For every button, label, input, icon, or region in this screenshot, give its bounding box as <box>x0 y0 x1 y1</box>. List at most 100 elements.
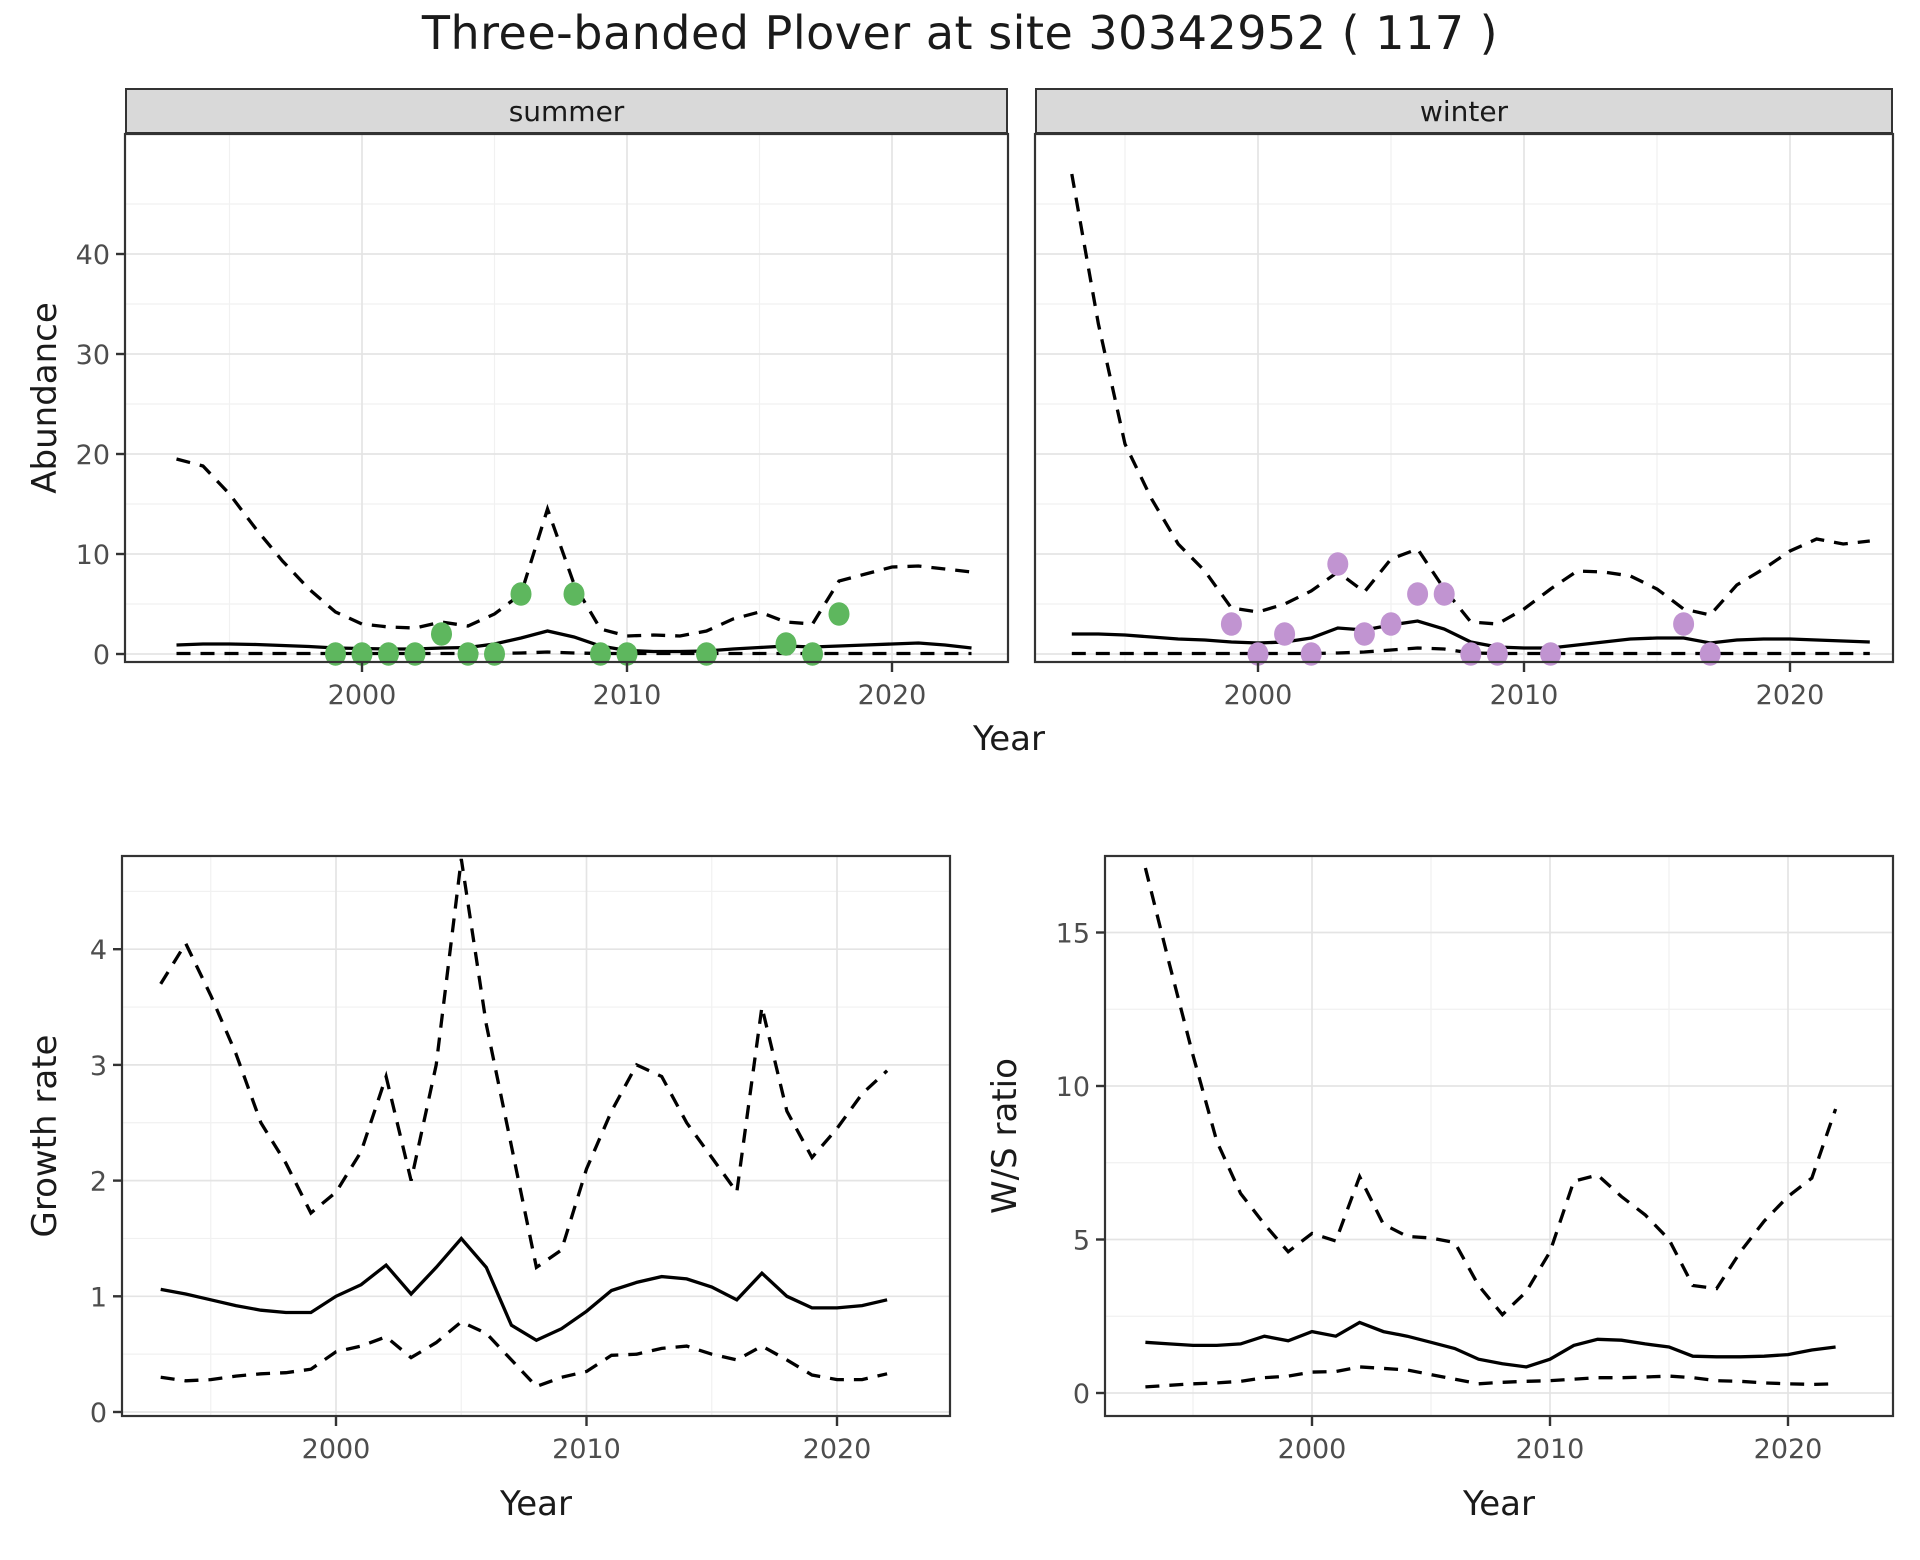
upper_95ci-line <box>176 457 972 638</box>
panel-background <box>1035 134 1893 662</box>
y-axis-title-ws-ratio: W/S ratio <box>985 1058 1025 1214</box>
y-tick-label: 5 <box>1073 1226 1090 1257</box>
observed-point <box>325 642 346 666</box>
observed_counts-points <box>1220 552 1721 666</box>
y-tick-label: 0 <box>93 640 110 671</box>
x-axis-title-growth-year: Year <box>499 1484 572 1524</box>
upper_95ci-line <box>1143 867 1838 1318</box>
observed-point <box>431 622 452 646</box>
facet-strip-summer: summer <box>125 88 1008 134</box>
observed-point <box>1380 612 1402 636</box>
observed-point <box>1353 622 1375 646</box>
facet-strip-summer-label: summer <box>508 94 625 128</box>
x-tick-label: 2020 <box>803 1434 872 1465</box>
observed-point <box>802 642 823 666</box>
y-tick-label: 1 <box>90 1282 107 1313</box>
observed-point <box>1407 582 1429 606</box>
observed-point <box>590 642 611 666</box>
lower_95ci-line <box>1071 646 1870 656</box>
x-axis-title-ws-year: Year <box>1462 1484 1535 1524</box>
observed-point <box>828 602 850 626</box>
lower_95ci-line <box>160 1319 888 1389</box>
observed-point <box>1300 642 1322 666</box>
observed-point <box>696 642 717 666</box>
y-tick-label: 10 <box>76 540 110 571</box>
upper_95ci-line <box>159 858 889 1271</box>
observed-point <box>510 582 532 606</box>
lower_95ci-line <box>1145 1365 1836 1389</box>
panel-abundance-winter: 2000 2010 2020 <box>1033 132 1895 711</box>
panel-background <box>125 134 1008 662</box>
chart-title: Three-banded Plover at site 30342952 ( 1… <box>421 6 1499 60</box>
observed-point <box>775 632 797 656</box>
y-axis-title-abundance: Abundance <box>25 302 65 494</box>
x-tick-label: 2020 <box>1756 680 1825 711</box>
median-line <box>1145 1320 1836 1369</box>
x-tick-label: 2000 <box>1224 680 1293 711</box>
panel-border <box>1033 132 1895 664</box>
observed-point <box>1460 642 1482 666</box>
gridlines-minor <box>1035 134 1893 662</box>
x-tick-label: 2010 <box>1516 1434 1585 1465</box>
y-tick-label: 3 <box>90 1051 107 1082</box>
y-tick-label: 4 <box>90 935 107 966</box>
panel-border <box>120 854 952 1418</box>
x-axis-title-top-year: Year <box>972 719 1045 759</box>
observed-point <box>1327 552 1349 576</box>
observed-point <box>378 642 399 666</box>
panel-growth-rate: 2000 2010 2020 0 1 2 3 4 <box>90 854 952 1465</box>
y-tick-label: 30 <box>76 340 110 371</box>
observed-point <box>404 642 426 666</box>
observed-point <box>1274 622 1296 646</box>
y-axis-title-growth-rate: Growth rate <box>25 1035 65 1238</box>
observed-point <box>1540 642 1562 666</box>
observed-point <box>616 642 638 666</box>
x-tick-label: 2010 <box>593 680 662 711</box>
observed-point <box>1673 612 1695 636</box>
observed-point <box>351 642 373 666</box>
x-tick-label: 2000 <box>328 680 397 711</box>
median-line <box>1071 619 1870 650</box>
observed-point <box>484 642 505 666</box>
median-line <box>176 629 972 654</box>
axis-ticks: 2000 2010 2020 0 5 10 15 <box>1056 919 1823 1466</box>
observed-point <box>457 642 479 666</box>
panel-abundance-summer: 2000 2010 2020 0 10 20 30 40 <box>76 132 1010 711</box>
lower_95ci-line <box>176 650 972 656</box>
y-tick-label: 2 <box>90 1167 107 1198</box>
x-tick-label: 2020 <box>1754 1434 1823 1465</box>
gridlines-major <box>122 856 950 1416</box>
facet-strip-winter-label: winter <box>1419 94 1509 128</box>
observed-point <box>1247 642 1269 666</box>
x-tick-label: 2010 <box>552 1434 621 1465</box>
y-tick-label: 10 <box>1056 1072 1090 1103</box>
panel-background <box>1105 856 1893 1416</box>
observed-point <box>1486 642 1508 666</box>
observed-point <box>1433 582 1455 606</box>
panel-ws-ratio: 2000 2010 2020 0 5 10 15 <box>1056 854 1895 1466</box>
median-line <box>160 1235 888 1343</box>
x-tick-label: 2000 <box>1278 1434 1347 1465</box>
panel-border <box>1103 854 1895 1418</box>
gridlines-minor <box>125 134 1008 662</box>
gridlines-minor <box>1105 856 1893 1416</box>
upper_95ci-line <box>1070 173 1870 626</box>
y-tick-label: 0 <box>90 1398 107 1429</box>
axis-ticks: 2000 2010 2020 0 1 2 3 4 <box>90 935 872 1465</box>
observed-point <box>563 582 585 606</box>
x-tick-label: 2000 <box>302 1434 371 1465</box>
facet-strip-winter: winter <box>1035 88 1893 134</box>
x-tick-label: 2010 <box>1490 680 1559 711</box>
observed-point <box>1220 612 1242 636</box>
observed-point <box>1699 642 1721 666</box>
y-tick-label: 40 <box>76 240 110 271</box>
y-tick-label: 20 <box>76 440 110 471</box>
panel-background <box>122 856 950 1416</box>
observed_counts-points <box>325 582 850 666</box>
y-tick-label: 15 <box>1056 919 1090 950</box>
panel-border <box>123 132 1010 664</box>
axis-ticks: 2000 2010 2020 0 10 20 30 40 <box>76 240 927 711</box>
